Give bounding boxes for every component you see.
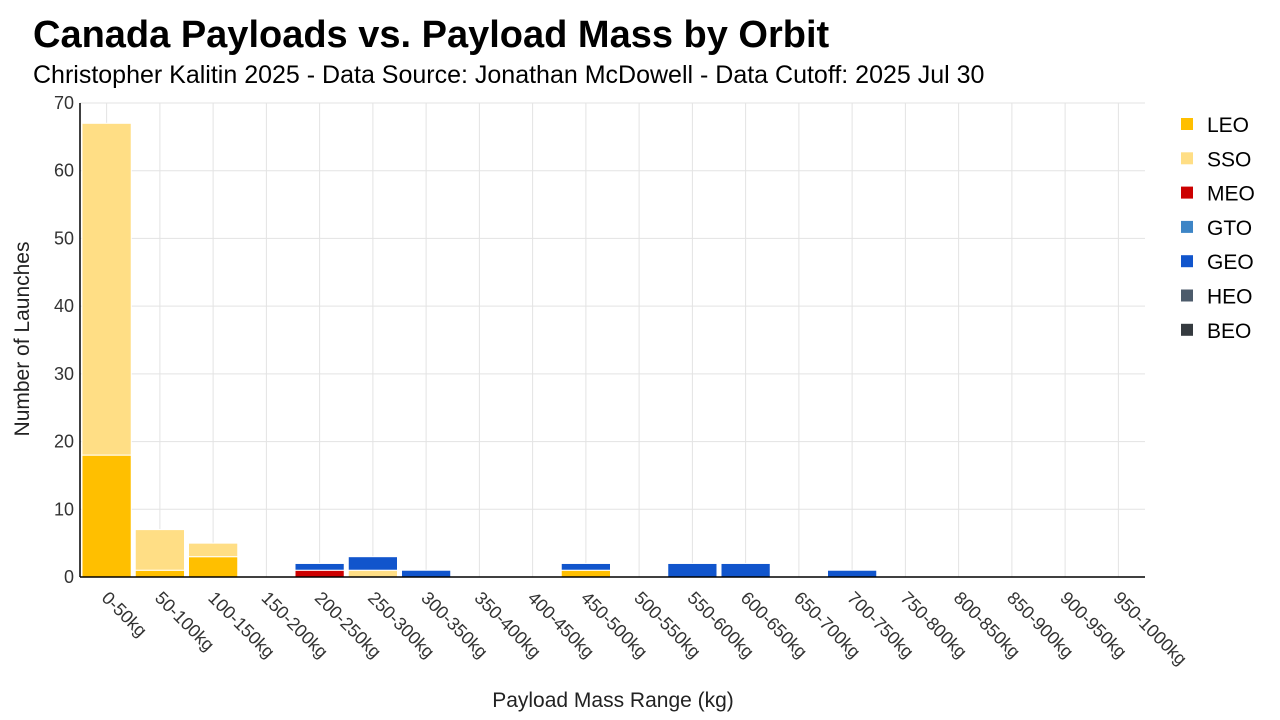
bar-geo-200-250kg[interactable] [294,562,345,571]
legend-item-gto[interactable]: GTO [1181,217,1252,240]
legend-swatch [1181,220,1193,233]
legend-label: GTO [1207,217,1252,240]
legend-label: MEO [1207,183,1255,206]
bar-geo-600-650kg[interactable] [720,562,771,578]
bar-geo-250-300kg[interactable] [347,556,398,571]
bar-leo-450-500kg[interactable] [560,569,611,578]
bar-geo-700-750kg[interactable] [827,569,878,578]
bar-leo-50-100kg[interactable] [134,569,185,578]
bar-sso-0-50kg[interactable] [81,122,132,456]
bar-sso-50-100kg[interactable] [134,529,185,571]
legend-item-heo[interactable]: HEO [1181,286,1253,309]
axes [79,103,1145,578]
legend-label: HEO [1207,286,1253,309]
legend: LEO SSO MEO GTO GEO HEO BEO [1181,114,1255,343]
legend-item-leo[interactable]: LEO [1181,114,1249,137]
bar-leo-100-150kg[interactable] [188,556,239,578]
x-tick-labels: 0-50kg 50-100kg100-150kg150-200kg200-250k… [98,588,1191,669]
y-tick-label: 70 [54,93,74,113]
legend-swatch [1181,152,1193,165]
chart-title: Canada Payloads vs. Payload Mass by Orbi… [33,14,830,56]
legend-item-meo[interactable]: MEO [1181,183,1255,206]
legend-label: BEO [1207,320,1251,343]
bar-geo-300-350kg[interactable] [401,569,452,578]
bar-geo-450-500kg[interactable] [560,562,611,571]
legend-item-sso[interactable]: SSO [1181,148,1251,171]
legend-swatch [1181,186,1193,199]
legend-label: LEO [1207,114,1249,137]
y-tick-label: 60 [54,161,74,181]
x-tick-label: 950-1000kg [1110,588,1191,669]
legend-swatch [1181,323,1193,336]
x-axis-label: Payload Mass Range (kg) [492,689,734,712]
legend-swatch [1181,289,1193,302]
y-tick-label: 10 [54,499,74,519]
y-tick-label: 50 [54,228,74,248]
bar-geo-550-600kg[interactable] [667,562,718,578]
bar-sso-100-150kg[interactable] [188,542,239,558]
legend-label: SSO [1207,148,1251,171]
bar-meo-200-250kg[interactable] [294,569,345,578]
bar-sso-250-300kg[interactable] [347,569,398,578]
bar-leo-0-50kg[interactable] [81,454,132,578]
legend-swatch [1181,118,1193,130]
chart-subtitle: Christopher Kalitin 2025 - Data Source: … [33,61,985,89]
legend-item-beo[interactable]: BEO [1181,320,1251,343]
gridlines [80,102,1145,578]
legend-item-geo[interactable]: GEO [1181,251,1254,274]
x-tick-label: 0-50kg [98,588,151,641]
y-tick-label: 40 [54,296,74,316]
y-axis-label: Number of Launches [11,242,34,437]
y-tick-label: 20 [54,432,74,452]
bars [81,122,878,578]
y-tick-label: 0 [64,567,74,587]
y-tick-label: 30 [54,364,74,384]
legend-label: GEO [1207,251,1254,274]
legend-swatch [1181,255,1193,268]
y-tick-labels: 0 10 20 30 40 50 60 70 [54,93,74,587]
